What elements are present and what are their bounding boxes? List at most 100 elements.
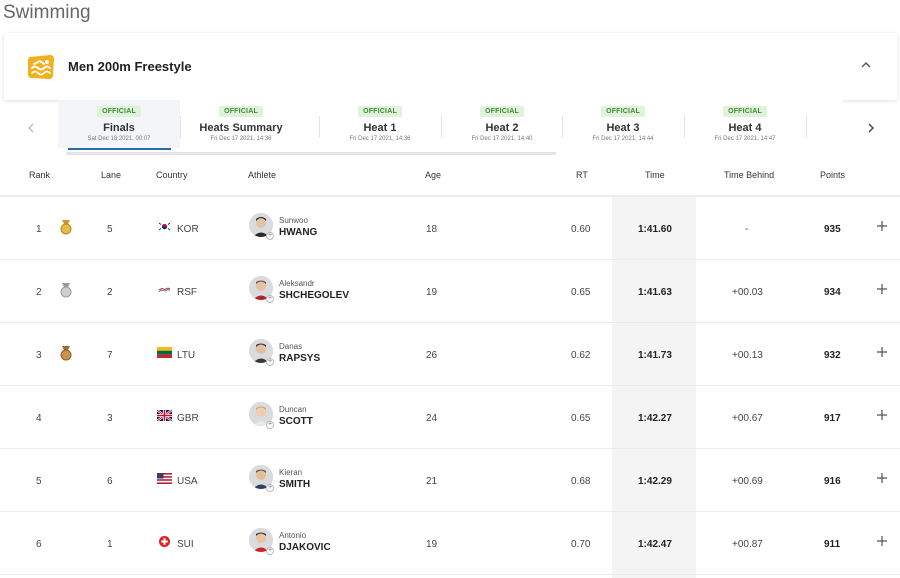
rt-cell: 0.62: [571, 350, 591, 361]
table-row[interactable]: 5 6 USA + Kieran SMITH 21 0.68 1:42.29 +…: [0, 449, 900, 512]
avatar-plus-icon: +: [266, 484, 274, 492]
time-behind-cell: +00.13: [732, 350, 763, 361]
rsf-flag-icon: [157, 284, 172, 295]
phase-date: Fri Dec 17 2021, 14:40: [471, 136, 533, 142]
phase-date: Fri Dec 17 2021, 14:47: [714, 136, 776, 142]
time-cell: 1:42.29: [638, 476, 672, 487]
status-badge: OFFICIAL: [601, 106, 645, 117]
phase-tabs: OFFICIAL Finals Sat Dec 18 2021, 00:07 O…: [0, 100, 900, 156]
country-code: USA: [177, 476, 198, 487]
swimmer-icon: [28, 55, 54, 79]
silver-medal-icon: [60, 283, 72, 298]
country-code: RSF: [177, 287, 197, 298]
plus-icon[interactable]: [875, 534, 889, 548]
column-header-time: Time: [645, 170, 665, 180]
athlete-last-name[interactable]: HWANG: [279, 227, 318, 238]
avatar-plus-icon: +: [266, 421, 274, 429]
lane-cell: 3: [107, 413, 113, 424]
status-badge: OFFICIAL: [723, 106, 767, 117]
uk-flag-icon: [157, 410, 172, 421]
age-cell: 19: [426, 539, 438, 550]
points-cell: 917: [824, 413, 841, 424]
time-cell: 1:42.27: [638, 413, 672, 424]
column-header-athlete: Athlete: [248, 170, 277, 180]
time-cell: 1:41.60: [638, 224, 672, 235]
korea-flag-icon: [157, 221, 172, 232]
points-cell: 932: [824, 350, 841, 361]
phase-name: Finals: [103, 122, 135, 134]
plus-icon[interactable]: [875, 471, 889, 485]
time-behind-cell: +00.87: [732, 539, 763, 550]
athlete-last-name[interactable]: SCOTT: [279, 416, 313, 427]
lane-cell: 6: [107, 476, 113, 487]
athlete-first-name: Duncan: [279, 405, 307, 414]
column-header-country: Country: [156, 170, 188, 180]
tab-finals[interactable]: OFFICIAL Finals Sat Dec 18 2021, 00:07: [58, 100, 180, 148]
chevron-left-icon[interactable]: [21, 118, 41, 138]
table-row[interactable]: 6 1 SUI + Antonio DJAKOVIC 19 0.70 1:42.…: [0, 512, 900, 575]
rank-cell: 6: [36, 539, 42, 550]
phase-date: Sat Dec 18 2021, 00:07: [87, 136, 151, 142]
athlete-last-name[interactable]: DJAKOVIC: [279, 542, 331, 553]
athlete-first-name: Sunwoo: [279, 216, 308, 225]
athlete-first-name: Aleksandr: [279, 279, 315, 288]
table-row[interactable]: 3 7 LTU + Danas RAPSYS 26 0.62 1:41.73 +…: [0, 323, 900, 386]
plus-icon[interactable]: [875, 408, 889, 422]
athlete-last-name[interactable]: RAPSYS: [279, 353, 321, 364]
table-row[interactable]: 2 2 RSF + Aleksandr SHCHEGOLEV 19 0.65 1…: [0, 260, 900, 323]
athlete-last-name[interactable]: SMITH: [279, 479, 311, 490]
gold-medal-icon: [60, 220, 72, 235]
column-header-lane: Lane: [101, 170, 122, 180]
rank-cell: 3: [36, 350, 42, 361]
column-header-age: Age: [425, 170, 442, 180]
phase-name: Heat 1: [363, 122, 397, 134]
points-cell: 934: [824, 287, 841, 298]
chevron-right-icon[interactable]: [861, 118, 881, 138]
event-title: Men 200m Freestyle: [68, 59, 192, 74]
avatar-plus-icon: +: [266, 358, 274, 366]
status-badge: OFFICIAL: [97, 106, 141, 117]
phase-name: Heat 2: [485, 122, 519, 134]
athlete-avatar[interactable]: [249, 465, 273, 489]
tab-heat-2[interactable]: OFFICIAL Heat 2 Fri Dec 17 2021, 14:40: [441, 100, 563, 148]
plus-icon[interactable]: [875, 345, 889, 359]
rank-cell: 5: [36, 476, 42, 487]
status-badge: OFFICIAL: [219, 106, 263, 117]
time-behind-cell: +00.03: [732, 287, 763, 298]
tab-heat-1[interactable]: OFFICIAL Heat 1 Fri Dec 17 2021, 14:36: [319, 100, 441, 148]
header-divider: [0, 195, 900, 197]
event-header[interactable]: Men 200m Freestyle: [4, 33, 897, 100]
plus-icon[interactable]: [875, 219, 889, 233]
points-cell: 935: [824, 224, 841, 235]
lane-cell: 2: [107, 287, 113, 298]
tab-next-partial[interactable]: ​: [806, 100, 843, 148]
tabs-scrollbar[interactable]: [66, 152, 556, 155]
phase-name: Heat 4: [728, 122, 762, 134]
active-tab-indicator: [68, 148, 171, 150]
table-row[interactable]: 4 3 GBR + Duncan SCOTT 24 0.65 1:42.27 +…: [0, 386, 900, 449]
chevron-up-icon[interactable]: [856, 55, 876, 75]
time-behind-cell: -: [745, 224, 749, 235]
time-cell: 1:41.73: [638, 350, 672, 361]
age-cell: 24: [426, 413, 438, 424]
rank-cell: 1: [36, 224, 42, 235]
rt-cell: 0.65: [571, 287, 591, 298]
status-badge: OFFICIAL: [358, 106, 402, 117]
athlete-last-name[interactable]: SHCHEGOLEV: [279, 290, 350, 301]
athlete-first-name: Antonio: [279, 531, 307, 540]
avatar-plus-icon: +: [266, 232, 274, 240]
avatar-plus-icon: +: [266, 547, 274, 555]
tab-heats-summary[interactable]: OFFICIAL Heats Summary Fri Dec 17 2021, …: [180, 100, 302, 148]
phase-date: Fri Dec 17 2021, 14:44: [592, 136, 654, 142]
time-column-highlight: [612, 197, 696, 578]
lane-cell: 1: [107, 539, 113, 550]
points-cell: 916: [824, 476, 841, 487]
switzerland-flag-icon: [159, 536, 170, 547]
tab-heat-4[interactable]: OFFICIAL Heat 4 Fri Dec 17 2021, 14:47: [684, 100, 806, 148]
column-header-time-behind: Time Behind: [724, 170, 775, 180]
rank-cell: 2: [36, 287, 42, 298]
plus-icon[interactable]: [875, 282, 889, 296]
table-row[interactable]: 1 5 KOR + Sunwoo HWANG 18 0.60 1:41.60 -…: [0, 197, 900, 260]
tab-heat-3[interactable]: OFFICIAL Heat 3 Fri Dec 17 2021, 14:44: [562, 100, 684, 148]
points-cell: 911: [824, 539, 841, 550]
